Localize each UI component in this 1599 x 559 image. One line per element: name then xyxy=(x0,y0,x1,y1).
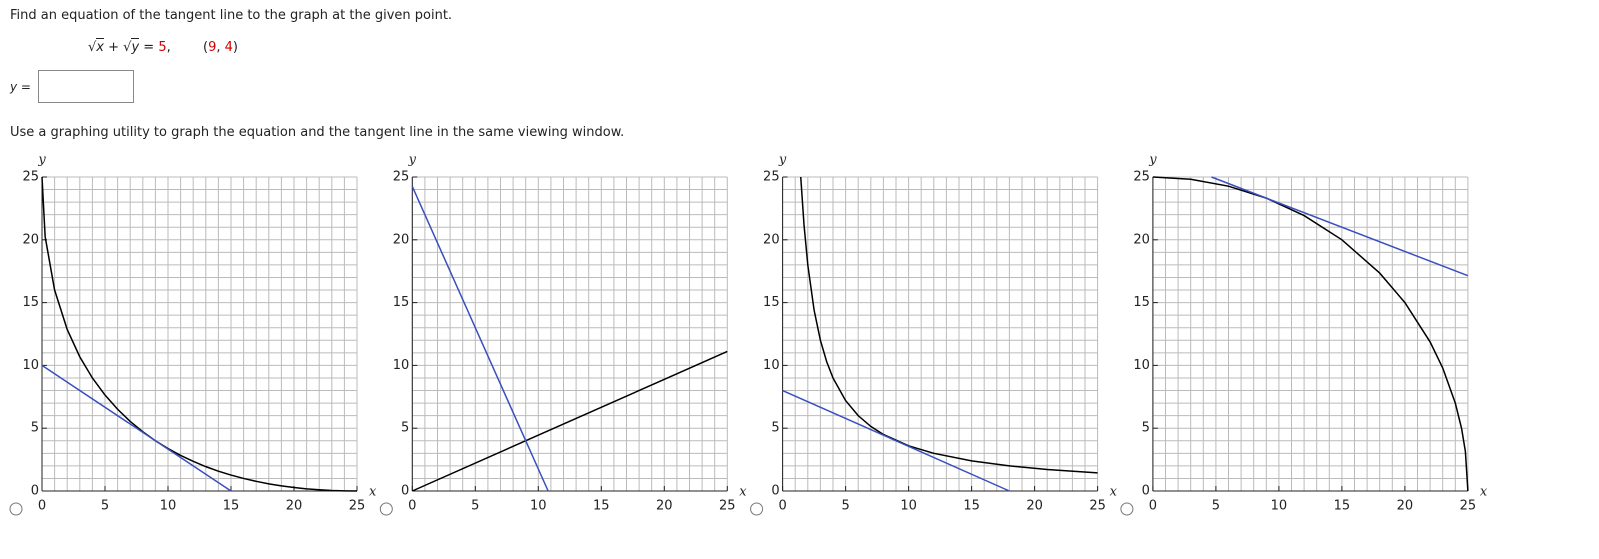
y-tick-label: 25 xyxy=(1133,170,1150,185)
y-tick-label: 20 xyxy=(22,232,39,247)
y-tick-label: 10 xyxy=(22,358,39,373)
curve xyxy=(41,364,232,492)
y-tick-label: 0 xyxy=(1142,484,1150,499)
x-tick-label: 25 xyxy=(1460,499,1477,514)
equation-part: √ xyxy=(88,40,97,55)
equation-part: + xyxy=(104,40,124,55)
equation-part: , xyxy=(166,40,171,55)
option-radio[interactable] xyxy=(750,502,764,516)
question: Find an equation of the tangent line to … xyxy=(10,8,453,23)
equation-part: y xyxy=(131,38,140,55)
option-radio[interactable] xyxy=(1120,502,1134,516)
curve xyxy=(411,350,728,492)
y-tick-label: 25 xyxy=(393,170,410,185)
y-tick-label: 5 xyxy=(771,421,779,436)
curve xyxy=(1211,176,1469,277)
x-tick-label: 0 xyxy=(38,499,46,514)
x-tick-label: 10 xyxy=(160,499,177,514)
curve xyxy=(1152,176,1469,492)
y-tick-label: 20 xyxy=(1133,232,1150,247)
equation: √x + √y = 5, xyxy=(88,38,171,55)
equation-part: x xyxy=(96,38,104,55)
x-axis-label: x xyxy=(739,485,747,500)
x-tick-label: 5 xyxy=(841,499,849,514)
x-tick-label: 25 xyxy=(349,499,366,514)
point: (9, 4) xyxy=(203,40,238,55)
y-axis-label: y xyxy=(1148,153,1157,168)
curve xyxy=(41,176,358,492)
y-tick-label: 20 xyxy=(763,232,780,247)
x-tick-label: 15 xyxy=(1334,499,1351,514)
x-tick-label: 5 xyxy=(1212,499,1220,514)
x-tick-label: 0 xyxy=(408,499,416,514)
x-tick-label: 15 xyxy=(963,499,980,514)
y-tick-label: 0 xyxy=(771,484,779,499)
x-tick-label: 15 xyxy=(223,499,240,514)
equation-part: ( xyxy=(203,40,209,55)
y-axis-label: y xyxy=(778,153,787,168)
equation-part: 4 xyxy=(224,40,233,55)
y-tick-label: 5 xyxy=(31,421,39,436)
y-tick-label: 15 xyxy=(763,295,780,310)
x-tick-label: 10 xyxy=(530,499,547,514)
x-tick-label: 20 xyxy=(286,499,303,514)
x-tick-label: 5 xyxy=(101,499,109,514)
x-tick-label: 10 xyxy=(900,499,917,514)
y-tick-label: 10 xyxy=(393,358,410,373)
y-axis-label: y xyxy=(37,153,46,168)
y-tick-label: 20 xyxy=(393,232,410,247)
equation-part: 5 xyxy=(158,40,167,55)
equation-part: = xyxy=(139,40,159,55)
answer-label: y = xyxy=(10,80,31,94)
y-tick-label: 10 xyxy=(1133,358,1150,373)
y-tick-label: 15 xyxy=(393,295,410,310)
instruction: Use a graphing utility to graph the equa… xyxy=(10,125,625,140)
x-tick-label: 25 xyxy=(1089,499,1106,514)
curve xyxy=(782,389,1010,492)
y-axis-label: y xyxy=(408,153,417,168)
y-tick-label: 15 xyxy=(22,295,39,310)
curve xyxy=(411,186,549,492)
x-tick-label: 0 xyxy=(778,499,786,514)
y-tick-label: 25 xyxy=(22,170,39,185)
y-tick-label: 5 xyxy=(401,421,409,436)
x-tick-label: 20 xyxy=(1026,499,1043,514)
y-tick-label: 25 xyxy=(763,170,780,185)
y-tick-label: 15 xyxy=(1133,295,1150,310)
answer-input[interactable] xyxy=(38,70,134,103)
curve xyxy=(799,176,1098,474)
option-radio[interactable] xyxy=(379,502,393,516)
x-axis-label: x xyxy=(369,485,377,500)
x-tick-label: 0 xyxy=(1149,499,1157,514)
equation-part: 9 xyxy=(208,40,217,55)
x-tick-label: 25 xyxy=(719,499,736,514)
y-tick-label: 10 xyxy=(763,358,780,373)
equation-part: , xyxy=(216,40,225,55)
y-tick-label: 0 xyxy=(401,484,409,499)
x-tick-label: 5 xyxy=(471,499,479,514)
x-axis-label: x xyxy=(1480,485,1488,500)
equation-part: ) xyxy=(232,40,238,55)
y-tick-label: 5 xyxy=(1142,421,1150,436)
x-tick-label: 15 xyxy=(593,499,610,514)
y-tick-label: 0 xyxy=(31,484,39,499)
x-axis-label: x xyxy=(1110,485,1118,500)
x-tick-label: 10 xyxy=(1271,499,1288,514)
equation-part: √ xyxy=(123,40,132,55)
option-radio[interactable] xyxy=(9,502,23,516)
x-tick-label: 20 xyxy=(656,499,673,514)
x-tick-label: 20 xyxy=(1397,499,1414,514)
